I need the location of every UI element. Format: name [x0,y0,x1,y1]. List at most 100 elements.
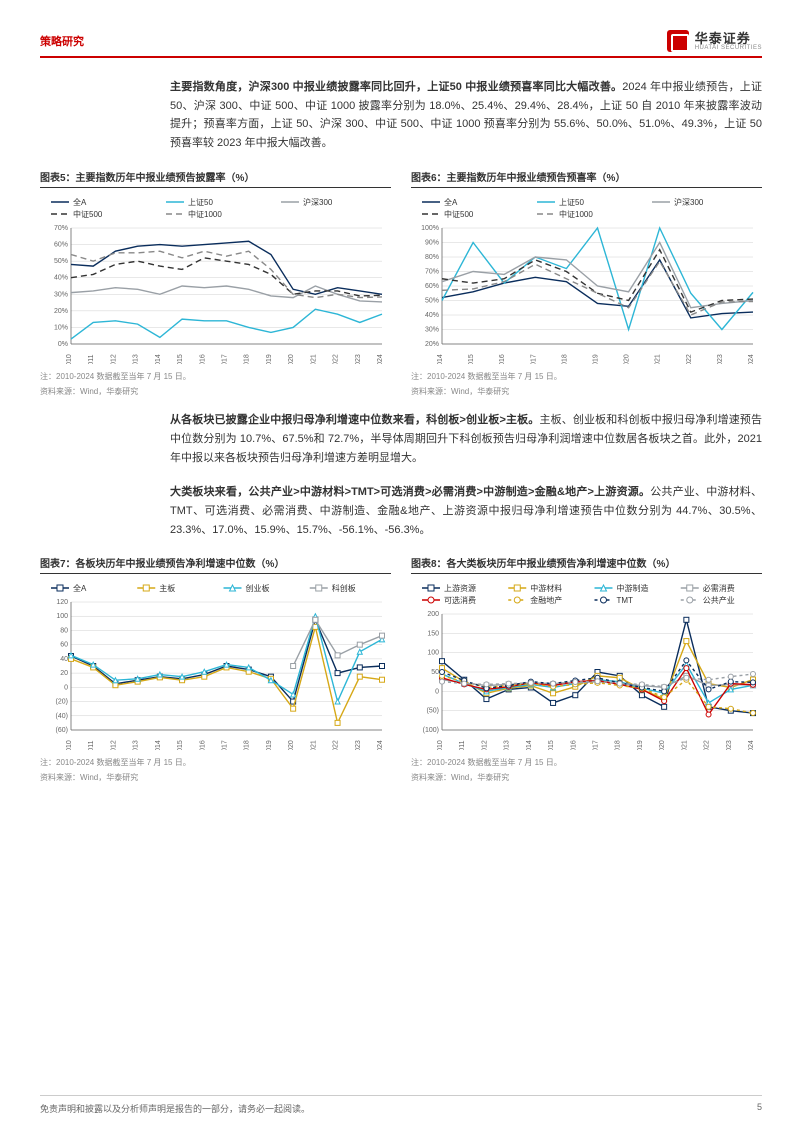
chart-8: 上游资源中游材料中游制造必需消费可选消费金融地产TMT公共产业(100)(50)… [411,580,762,750]
logo-icon [667,30,689,52]
svg-text:2022: 2022 [333,354,340,364]
svg-text:2012: 2012 [110,354,117,364]
svg-text:40%: 40% [54,274,68,281]
page-header: 策略研究 华泰证券 HUATAI SECURITIES [40,30,762,58]
svg-text:2016: 2016 [199,354,206,364]
svg-text:50%: 50% [54,258,68,265]
svg-text:2024: 2024 [377,354,384,364]
svg-text:2023: 2023 [355,354,362,364]
svg-text:中证500: 中证500 [73,209,103,219]
svg-text:100: 100 [56,613,68,620]
svg-text:50%: 50% [425,297,439,304]
svg-text:60%: 60% [425,283,439,290]
svg-text:2023: 2023 [726,740,733,750]
svg-text:200: 200 [427,611,439,618]
chart-row-1: 图表5：主要指数历年中报业绩预告披露率（%） 全A上证50沪深300中证500中… [40,169,762,397]
svg-text:2017: 2017 [530,354,537,364]
svg-text:上证50: 上证50 [559,198,584,207]
svg-text:2010: 2010 [66,354,73,364]
svg-text:2014: 2014 [526,740,533,750]
svg-text:(50): (50) [427,708,439,715]
svg-text:公共产业: 公共产业 [703,595,735,605]
svg-text:中证1000: 中证1000 [188,209,222,219]
chart-7-block: 图表7：各板块历年中报业绩预告净利增速中位数（%） 全A主板创业板科创板(60)… [40,555,391,783]
chart-8-block: 图表8：各大类板块历年中报业绩预告净利增速中位数（%） 上游资源中游材料中游制造… [411,555,762,783]
svg-text:2021: 2021 [310,354,317,364]
svg-text:2022: 2022 [333,740,340,750]
chart-7-source: 资料来源：Wind，华泰研究 [40,772,391,783]
svg-text:2018: 2018 [244,354,251,364]
footer-disclaimer: 免责声明和披露以及分析师声明是报告的一部分，请务必一起阅读。 [40,1102,310,1115]
paragraph-1: 主要指数角度，沪深300 中报业绩披露率同比回升，上证50 中报业绩预喜率同比大… [170,78,762,153]
svg-text:90%: 90% [425,239,439,246]
chart-8-source: 资料来源：Wind，华泰研究 [411,772,762,783]
chart-5-note: 注：2010-2024 数据截至当年 7 月 15 日。 [40,371,391,382]
svg-text:(60): (60) [56,727,68,734]
svg-text:2022: 2022 [704,740,711,750]
svg-text:2023: 2023 [355,740,362,750]
chart-6-source: 资料来源：Wind，华泰研究 [411,386,762,397]
svg-text:50: 50 [431,669,439,676]
svg-text:2024: 2024 [377,740,384,750]
svg-text:2020: 2020 [288,354,295,364]
svg-text:2019: 2019 [593,354,600,364]
svg-text:2019: 2019 [266,740,273,750]
svg-text:2012: 2012 [110,740,117,750]
svg-text:上证50: 上证50 [188,198,213,207]
svg-text:2021: 2021 [681,740,688,750]
header-category: 策略研究 [40,33,84,49]
svg-text:2013: 2013 [133,740,140,750]
svg-text:2015: 2015 [177,354,184,364]
svg-text:0%: 0% [58,341,68,348]
chart-5-source: 资料来源：Wind，华泰研究 [40,386,391,397]
svg-text:20%: 20% [425,341,439,348]
svg-text:2013: 2013 [133,354,140,364]
svg-text:2011: 2011 [88,741,95,751]
svg-text:全A: 全A [444,197,458,207]
page-footer: 免责声明和披露以及分析师声明是报告的一部分，请务必一起阅读。 5 [40,1095,762,1115]
chart-6-block: 图表6：主要指数历年中报业绩预告预喜率（%） 全A上证50沪深300中证500中… [411,169,762,397]
header-logo: 华泰证券 HUATAI SECURITIES [667,30,762,52]
chart-5-block: 图表5：主要指数历年中报业绩预告披露率（%） 全A上证50沪深300中证500中… [40,169,391,397]
chart-6-title: 图表6：主要指数历年中报业绩预告预喜率（%） [411,169,762,188]
svg-text:沪深300: 沪深300 [674,197,704,207]
footer-page-number: 5 [757,1102,762,1115]
svg-text:70%: 70% [54,225,68,232]
svg-text:2014: 2014 [437,354,444,364]
chart-7-note: 注：2010-2024 数据截至当年 7 月 15 日。 [40,757,391,768]
svg-text:100%: 100% [421,225,439,232]
svg-text:中游材料: 中游材料 [530,583,562,593]
chart-6: 全A上证50沪深300中证500中证100020%30%40%50%60%70%… [411,194,762,364]
svg-text:2020: 2020 [288,740,295,750]
chart-5: 全A上证50沪深300中证500中证10000%10%20%30%40%50%6… [40,194,391,364]
svg-text:2019: 2019 [266,354,273,364]
svg-text:60: 60 [60,642,68,649]
svg-text:必需消费: 必需消费 [703,583,735,593]
logo-cn: 华泰证券 [695,32,762,45]
svg-text:40: 40 [60,656,68,663]
svg-text:100: 100 [427,650,439,657]
svg-text:中游制造: 中游制造 [617,583,649,593]
logo-en: HUATAI SECURITIES [695,45,762,51]
svg-text:创业板: 创业板 [246,583,270,593]
page: 策略研究 华泰证券 HUATAI SECURITIES 主要指数角度，沪深300… [0,0,802,848]
svg-text:2017: 2017 [593,740,600,750]
svg-text:科创板: 科创板 [332,583,356,593]
svg-text:80%: 80% [425,254,439,261]
svg-text:2014: 2014 [155,740,162,750]
svg-text:沪深300: 沪深300 [303,197,333,207]
svg-text:150: 150 [427,631,439,638]
svg-text:2023: 2023 [717,354,724,364]
svg-text:2017: 2017 [222,740,229,750]
chart-7-title: 图表7：各板块历年中报业绩预告净利增速中位数（%） [40,555,391,574]
paragraph-2: 从各板块已披露企业中报归母净利增速中位数来看，科创板>创业板>主板。主板、创业板… [170,411,762,467]
svg-text:2011: 2011 [459,741,466,751]
svg-text:2018: 2018 [244,740,251,750]
svg-text:40%: 40% [425,312,439,319]
svg-text:2024: 2024 [748,354,755,364]
svg-text:20%: 20% [54,308,68,315]
chart-6-note: 注：2010-2024 数据截至当年 7 月 15 日。 [411,371,762,382]
svg-text:主板: 主板 [159,583,175,593]
paragraph-3: 大类板块来看，公共产业>中游材料>TMT>可选消费>必需消费>中游制造>金融&地… [170,483,762,539]
svg-text:中证500: 中证500 [444,209,474,219]
